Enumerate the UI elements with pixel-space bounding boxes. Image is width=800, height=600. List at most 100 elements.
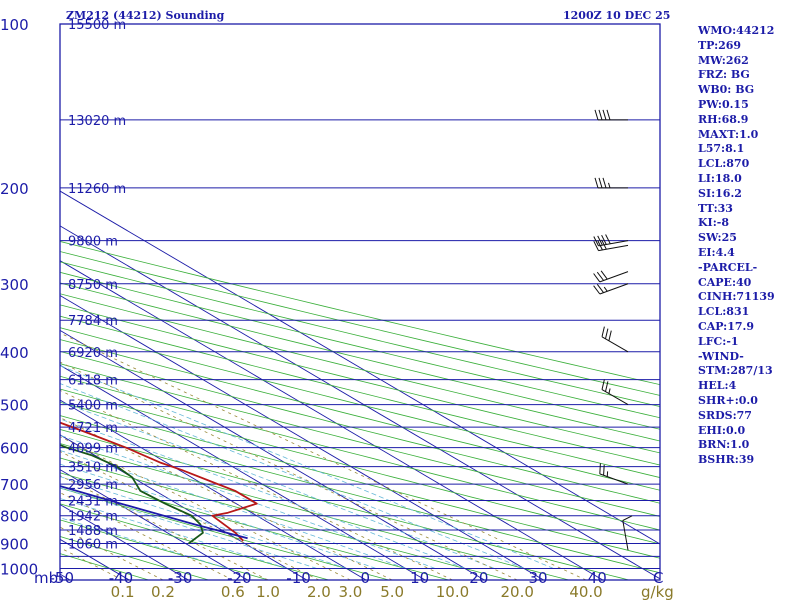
pressure-tick-label: 200 [0,180,29,198]
mixing-ratio-unit-label: g/kg [641,583,674,600]
height-label: 1060 m [68,538,118,553]
mixing-ratio-label: 20.0 [500,583,533,600]
stat-item: CAP:17.9 [698,319,755,333]
stat-item: RH:68.9 [698,112,749,126]
pressure-tick-label: 400 [0,344,29,362]
wind-barb-flag [594,177,599,189]
pressure-tick-label: 800 [0,508,29,526]
isotherm-line [60,434,308,580]
wind-barb-staff [622,520,629,551]
pressure-unit-label: mb [34,569,58,587]
stat-item: -PARCEL- [698,260,758,274]
wind-barb-flag [598,177,603,189]
wind-barb-staff [599,283,629,295]
temperature-tick-label: -10 [286,569,311,587]
isotherm-line [60,225,660,580]
dry-adiabat [60,261,660,407]
wind-barb-half-flag [608,388,611,394]
wind-barb-flag [597,240,603,251]
moist-adiabat [60,463,377,569]
dry-adiabat [60,304,660,454]
dry-adiabat [60,251,660,396]
wind-barb-flag [599,463,601,474]
wind-barb [622,515,633,551]
background-grid [0,24,660,580]
stat-item: LFC:-1 [698,334,739,348]
moist-adiabat [60,449,406,569]
height-label: 6118 m [68,374,118,389]
wind-barb [601,326,629,353]
wind-barb-staff [601,389,629,405]
wind-barb-half-flag [608,182,611,189]
wind-barb-flag [605,234,611,245]
chart-title: ZM212 (44212) Sounding [66,9,225,22]
stat-item: KI:-8 [698,216,729,230]
pressure-tick-label: 900 [0,536,29,554]
height-label: 1488 m [68,524,118,539]
temperature-tick-label: 40 [588,569,607,587]
height-label: 1942 m [68,510,118,525]
moist-adiabat [60,498,288,569]
mixing-ratio-line [60,417,393,580]
dewpoint-profile [60,444,204,545]
height-label: 8750 m [68,278,118,293]
wind-barb-flag [596,271,604,281]
mixing-ratio-label: 40.0 [569,583,602,600]
stat-item: CINH:71139 [698,290,775,304]
mixing-ratio-label: 2.0 [307,583,331,600]
wind-barb-flag [593,285,601,295]
dry-adiabat [60,351,660,504]
wind-barb-flag [601,239,607,250]
dry-adiabat [60,457,509,580]
wind-barb [594,109,629,121]
stat-item: SI:16.2 [698,186,742,200]
wind-barb-flag [608,330,612,341]
height-label: 5400 m [68,399,118,414]
temperature-tick-label: -20 [227,569,252,587]
wind-barb [593,270,629,283]
isotherm-line [60,295,544,580]
height-label: 9800 m [68,235,118,250]
wind-barb-flag [596,283,604,294]
wind-barb-flag [597,235,603,246]
wind-barb-flag [606,109,611,121]
stat-item: SW:25 [698,231,737,245]
wind-barb-flag [598,109,603,121]
dry-adiabat [60,293,660,442]
mixing-ratio-line [60,436,351,580]
isotherm-line [0,24,11,580]
stat-item: MAXT:1.0 [698,127,759,141]
dry-adiabat [60,487,389,580]
wind-barb-flag [601,326,605,337]
mixing-ratio-label: 10.0 [436,583,469,600]
stat-item: -WIND- [698,349,744,363]
wind-barb [593,234,629,247]
temperature-tick-label: -30 [168,569,193,587]
wind-barb-staff [598,240,629,247]
wind-barb-flag [605,328,609,339]
stat-item: FRZ: BG [698,68,750,82]
wind-barb-flag [601,379,605,390]
stat-item: SRDS:77 [698,408,752,422]
height-label: 3510 m [68,461,118,476]
mixing-ratio-line [60,361,518,580]
wind-barb [601,379,629,405]
stat-item: LI:18.0 [698,171,742,185]
wind-barb-staff [601,336,629,353]
mixing-ratio-label: 0.1 [111,583,135,600]
stat-item: EI:4.4 [698,245,735,259]
dry-adiabat [60,241,660,386]
wind-barb [594,177,629,189]
dry-adiabat [60,472,449,580]
height-label: 7784 m [68,314,118,329]
stat-item: CAPE:40 [698,275,752,289]
wind-barb-flag [593,273,601,283]
height-label: 11260 m [68,182,126,197]
sounding-lines [60,421,258,545]
dry-adiabat [60,339,660,491]
mixing-ratio-label: 0.6 [221,583,245,600]
mixing-ratio-line [60,475,269,580]
wind-barb-flag [605,381,609,392]
mixing-ratio-label: 1.0 [256,583,280,600]
